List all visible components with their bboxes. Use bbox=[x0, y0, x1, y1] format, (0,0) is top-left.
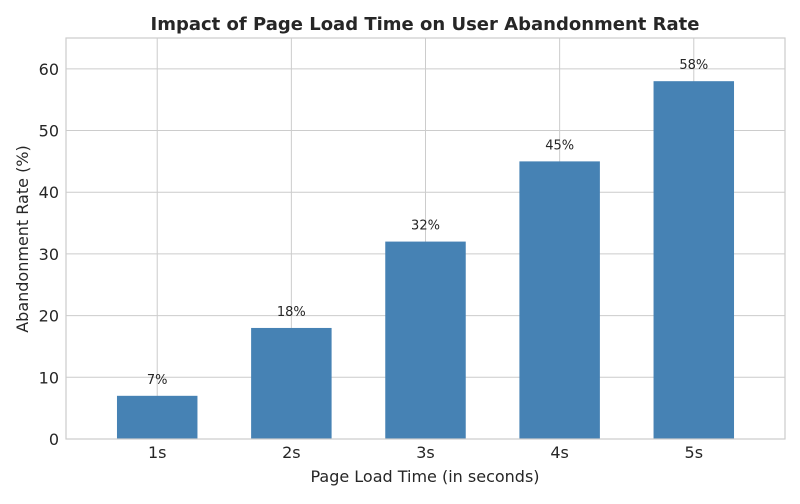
bar bbox=[251, 327, 332, 439]
bar-data-label: 58% bbox=[679, 58, 708, 73]
y-tick-label: 30 bbox=[39, 245, 59, 264]
bar-data-label: 32% bbox=[411, 219, 440, 234]
y-tick-label: 10 bbox=[39, 368, 59, 387]
x-tick-label: 2s bbox=[282, 443, 301, 462]
bar-data-label: 18% bbox=[277, 305, 306, 320]
data-labels: 7% 18% 32% 45% 58% bbox=[147, 58, 708, 388]
x-axis-label: Page Load Time (in seconds) bbox=[310, 467, 539, 486]
x-tick-label: 3s bbox=[416, 443, 435, 462]
y-tick-label: 40 bbox=[39, 183, 59, 202]
bar bbox=[519, 161, 600, 439]
y-axis-label: Abandonment Rate (%) bbox=[13, 145, 32, 333]
bar bbox=[385, 241, 466, 439]
y-tick-label: 60 bbox=[39, 60, 59, 79]
bar bbox=[116, 395, 198, 439]
x-tick-label: 4s bbox=[550, 443, 569, 462]
bar bbox=[653, 81, 735, 439]
y-tick-label: 0 bbox=[49, 430, 59, 449]
bars bbox=[116, 81, 735, 439]
x-tick-label: 1s bbox=[148, 443, 167, 462]
y-tick-label: 50 bbox=[39, 122, 59, 141]
y-tick-label: 20 bbox=[39, 307, 59, 326]
bar-data-label: 7% bbox=[147, 373, 168, 388]
x-tick-label: 5s bbox=[685, 443, 704, 462]
y-axis-ticks: 0 10 20 30 40 50 60 bbox=[39, 60, 59, 449]
x-axis-ticks: 1s 2s 3s 4s 5s bbox=[148, 443, 703, 462]
chart-title: Impact of Page Load Time on User Abandon… bbox=[151, 14, 700, 35]
plot-frame bbox=[65, 37, 786, 440]
bar-data-label: 45% bbox=[545, 138, 574, 153]
